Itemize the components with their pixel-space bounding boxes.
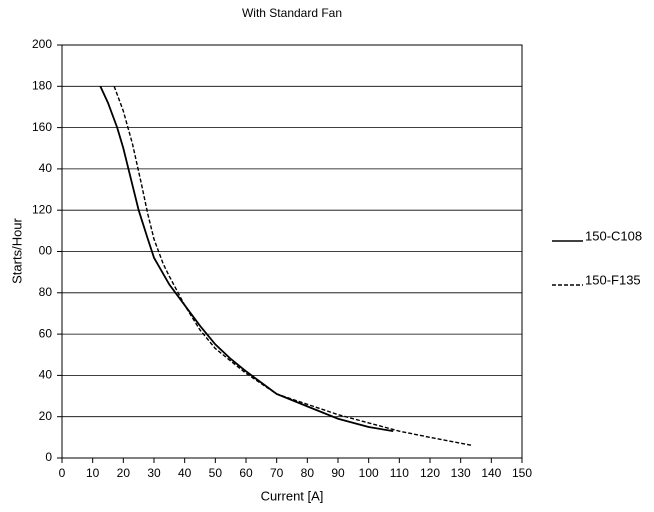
x-tick-label: 120 [420,466,440,480]
chart-title: With Standard Fan [242,6,342,20]
y-tick-label: 40 [39,368,53,382]
x-axis-label: Current [A] [261,488,324,503]
x-tick-label: 20 [117,466,131,480]
x-tick-label: 40 [178,466,192,480]
x-tick-label: 10 [86,466,100,480]
x-tick-label: 80 [301,466,315,480]
y-tick-label: 180 [32,78,52,92]
x-tick-label: 70 [270,466,284,480]
series-line [113,86,474,447]
plot-border [61,44,523,459]
y-tick-label: 200 [32,37,52,51]
y-tick-label: 00 [39,244,53,258]
x-tick-label: 50 [209,466,223,480]
series-line [99,85,394,433]
y-axis-label: Starts/Hour [9,217,24,283]
x-tick-label: 90 [331,466,345,480]
legend-label: 150-F135 [585,272,641,287]
y-tick-label: 160 [32,120,52,134]
x-tick-label: 0 [59,466,66,480]
x-tick-label: 140 [481,466,501,480]
y-tick-label: 20 [39,409,53,423]
x-tick-label: 110 [390,466,409,480]
x-tick-label: 100 [359,466,379,480]
y-tick-label: 120 [32,202,52,216]
x-tick-label: 60 [239,466,253,480]
y-tick-label: 80 [39,285,53,299]
y-tick-label: 60 [39,326,53,340]
y-tick-label: 40 [39,161,53,175]
x-tick-label: 150 [512,466,532,480]
legend-label: 150-C108 [585,228,642,243]
x-tick-label: 130 [451,466,471,480]
y-tick-label: 0 [45,450,52,464]
x-tick-label: 30 [147,466,161,480]
